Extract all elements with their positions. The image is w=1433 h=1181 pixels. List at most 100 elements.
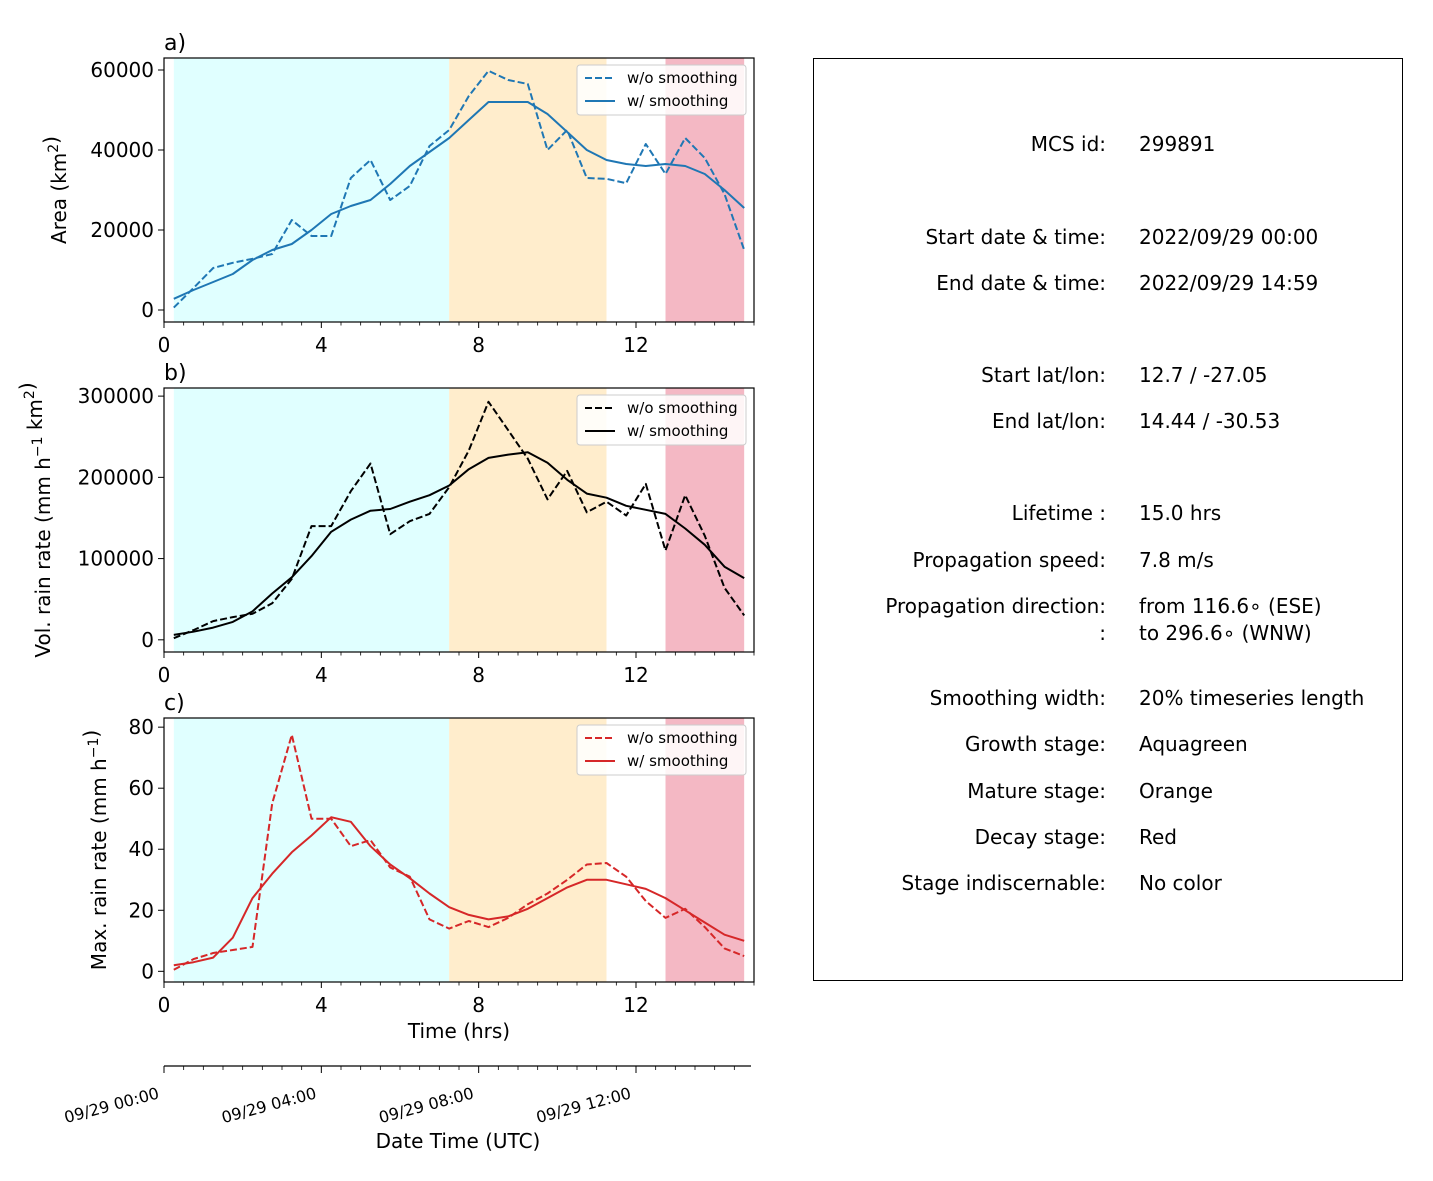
y-axis-label: Vol. rain rate (mm h−1 km2) xyxy=(15,382,55,657)
datetime-tick-label: 09/29 12:00 xyxy=(534,1084,633,1128)
x-tick-label: 0 xyxy=(158,333,171,357)
start-datetime-label: Start date & time: xyxy=(925,225,1106,249)
y-tick-label: 200000 xyxy=(78,465,154,489)
y-tick-label: 80 xyxy=(129,715,154,739)
y-axis-label: Max. rain rate (mm h−1) xyxy=(79,730,111,970)
mcs-id-value: 299891 xyxy=(1139,132,1216,156)
stage-indiscernable-value: No color xyxy=(1139,871,1222,895)
y-axis-label-text: ) xyxy=(79,730,103,738)
end-datetime-value: 2022/09/29 14:59 xyxy=(1139,271,1319,295)
y-tick-label: 20000 xyxy=(90,218,154,242)
panel-c-max-rain: 0 20 40 60 80 0 4 8 12 c) Max. rain rate (mm h−1) T… xyxy=(79,691,755,1043)
series-line-smoothed xyxy=(173,816,745,967)
y-axis-label-text: Vol. rain rate (mm h xyxy=(31,457,55,658)
growth-stage-label: Growth stage: xyxy=(964,732,1106,756)
stage-band-0 xyxy=(173,718,450,982)
propagation-speed-label: Propagation speed: xyxy=(912,548,1106,572)
y-tick-label: 20 xyxy=(129,898,154,922)
y-axis-label-sup: 2 xyxy=(22,390,38,399)
x-tick-label: 8 xyxy=(472,333,485,357)
legend-entry: w/ smoothing xyxy=(627,92,728,110)
panel-a-area: 0 20000 40000 60000 0 4 8 12 a) Area (km2) w/o smo… xyxy=(39,31,755,357)
y-axis-label-sup: −1 xyxy=(86,738,102,759)
datetime-tick-label: 09/29 04:00 xyxy=(219,1084,318,1128)
decay-stage-label: Decay stage: xyxy=(974,825,1106,849)
y-axis-label-sup: 2 xyxy=(46,144,62,153)
legend-entry: w/o smoothing xyxy=(627,69,738,87)
series-line-smoothed xyxy=(173,451,745,636)
x-tick-label: 12 xyxy=(623,333,648,357)
smoothing-width-value: 20% timeseries length xyxy=(1139,686,1365,710)
smoothing-width-label: Smoothing width: xyxy=(929,686,1106,710)
panel-label: a) xyxy=(164,31,186,56)
legend-entry: w/o smoothing xyxy=(627,399,738,417)
y-axis-label-text: ) xyxy=(15,382,39,390)
y-tick-label: 0 xyxy=(141,959,154,983)
y-axis-label-text: Max. rain rate (mm h xyxy=(87,758,111,970)
stage-band-0 xyxy=(173,58,450,322)
propagation-direction-to: to 296.6∘ (WNW) xyxy=(1139,621,1312,645)
mcs-id-label: MCS id: xyxy=(1030,132,1106,156)
series-line-raw xyxy=(173,69,746,309)
x-tick-label: 12 xyxy=(623,993,648,1017)
decay-stage-value: Red xyxy=(1139,825,1177,849)
y-tick-label: 300000 xyxy=(78,384,154,408)
x-tick-label: 8 xyxy=(472,663,485,687)
series-line-smoothed xyxy=(173,101,745,300)
y-axis-label-sup: −1 xyxy=(30,437,46,458)
propagation-speed-value: 7.8 m/s xyxy=(1139,548,1214,572)
legend-box xyxy=(576,64,747,116)
x-tick-label: 12 xyxy=(623,663,648,687)
y-axis-label-text: ) xyxy=(39,136,63,144)
y-tick-label: 60000 xyxy=(90,58,154,82)
y-tick-label: 100000 xyxy=(78,547,154,571)
datetime-axis: 09/29 00:00 09/29 04:00 09/29 08:00 09/29 1… xyxy=(62,1065,751,1153)
y-axis-label: Area (km2) xyxy=(39,136,71,244)
lifetime-label: Lifetime : xyxy=(1011,501,1106,525)
mature-stage-value: Orange xyxy=(1139,779,1213,803)
datetime-tick-label: 09/29 08:00 xyxy=(377,1084,476,1128)
propagation-direction-from: from 116.6∘ (ESE) xyxy=(1139,594,1322,618)
legend-entry: w/ smoothing xyxy=(627,752,728,770)
x-axis-label: Time (hrs) xyxy=(407,1019,510,1043)
growth-stage-value: Aquagreen xyxy=(1139,732,1248,756)
y-tick-label: 60 xyxy=(129,776,154,800)
legend-entry: w/ smoothing xyxy=(627,422,728,440)
stage-indiscernable-label: Stage indiscernable: xyxy=(901,871,1106,895)
y-tick-label: 0 xyxy=(141,628,154,652)
end-latlon-value: 14.44 / -30.53 xyxy=(1139,409,1281,433)
legend-box xyxy=(576,724,747,776)
legend-box xyxy=(576,394,747,446)
y-tick-label: 40 xyxy=(129,837,154,861)
y-axis-label-text: Area (km xyxy=(47,153,71,244)
x-tick-label: 4 xyxy=(315,993,328,1017)
end-datetime-label: End date & time: xyxy=(936,271,1106,295)
x-tick-label: 4 xyxy=(315,333,328,357)
series-line-raw xyxy=(173,733,745,971)
datetime-axis-label: Date Time (UTC) xyxy=(376,1129,541,1153)
mcs-info-panel: MCS id: 299891 Start date & time: 2022/0… xyxy=(813,58,1403,981)
datetime-tick-label: 09/29 00:00 xyxy=(62,1084,161,1128)
lifetime-value: 15.0 hrs xyxy=(1139,501,1222,525)
y-tick-label: 40000 xyxy=(90,138,154,162)
x-tick-label: 4 xyxy=(315,663,328,687)
start-latlon-value: 12.7 / -27.05 xyxy=(1139,363,1268,387)
propagation-direction-label: Propagation direction: xyxy=(885,594,1106,618)
panel-label: b) xyxy=(164,361,187,386)
x-tick-label: 0 xyxy=(158,663,171,687)
legend-entry: w/o smoothing xyxy=(627,729,738,747)
mature-stage-label: Mature stage: xyxy=(967,779,1106,803)
y-axis-label-text: km xyxy=(23,399,47,436)
x-tick-label: 8 xyxy=(472,993,485,1017)
propagation-direction-colon: : xyxy=(1099,621,1106,645)
stage-band-0 xyxy=(173,388,450,652)
x-tick-label: 0 xyxy=(158,993,171,1017)
y-tick-label: 0 xyxy=(141,298,154,322)
panel-b-volumetric-rain: 0 100000 200000 300000 0 4 8 12 b) Vol. rain rate… xyxy=(15,361,755,687)
end-latlon-label: End lat/lon: xyxy=(992,409,1106,433)
start-latlon-label: Start lat/lon: xyxy=(981,363,1106,387)
panel-label: c) xyxy=(164,691,185,716)
series-line-raw xyxy=(173,400,746,640)
start-datetime-value: 2022/09/29 00:00 xyxy=(1139,225,1319,249)
